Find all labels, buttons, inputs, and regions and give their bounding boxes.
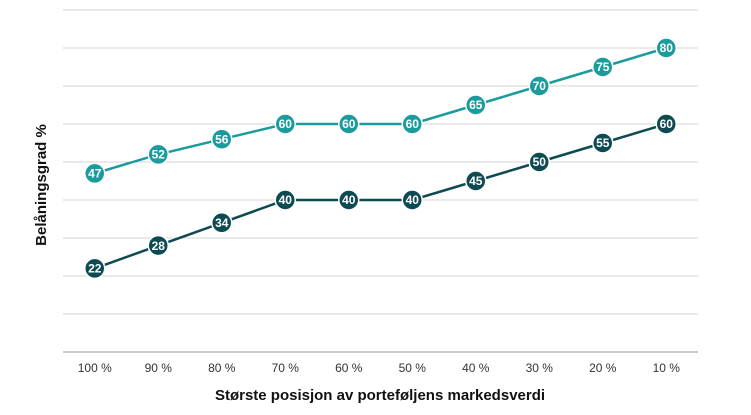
x-axis-title: Største posisjon av porteføljens markeds… bbox=[215, 387, 545, 404]
data-label: 60 bbox=[342, 117, 356, 131]
x-tick-label: 20 % bbox=[589, 361, 617, 375]
point bbox=[147, 234, 169, 257]
point bbox=[592, 132, 614, 154]
point bbox=[338, 189, 360, 211]
point bbox=[338, 113, 360, 135]
data-label: 60 bbox=[660, 117, 674, 131]
data-label: 28 bbox=[152, 239, 166, 253]
data-label: 34 bbox=[215, 216, 229, 230]
data-label: 47 bbox=[88, 167, 102, 181]
x-tick-label: 10 % bbox=[653, 361, 681, 375]
data-label: 55 bbox=[596, 136, 610, 150]
x-tick-label: 90 % bbox=[145, 361, 173, 375]
data-label: 52 bbox=[152, 148, 166, 162]
data-label: 40 bbox=[342, 193, 356, 207]
point bbox=[465, 94, 487, 116]
point bbox=[465, 170, 487, 192]
point bbox=[147, 143, 169, 166]
y-axis-title: Belåningsgrad % bbox=[33, 124, 50, 246]
data-label: 60 bbox=[279, 117, 293, 131]
x-tick-label: 80 % bbox=[208, 361, 236, 375]
x-tick-label: 70 % bbox=[272, 361, 300, 375]
data-label: 75 bbox=[596, 60, 610, 74]
data-label: 80 bbox=[660, 41, 674, 55]
data-label: 50 bbox=[533, 155, 547, 169]
point bbox=[84, 257, 106, 280]
point bbox=[274, 189, 296, 211]
point bbox=[401, 113, 423, 135]
x-tick-label: 60 % bbox=[335, 361, 363, 375]
point bbox=[655, 113, 677, 135]
data-label: 45 bbox=[469, 174, 483, 188]
point bbox=[528, 151, 550, 173]
point bbox=[211, 212, 233, 234]
series-line bbox=[94, 122, 667, 270]
x-tick-label: 40 % bbox=[462, 361, 490, 375]
point bbox=[528, 75, 550, 97]
point bbox=[401, 189, 423, 211]
series-line bbox=[94, 46, 667, 175]
point bbox=[84, 162, 106, 185]
point bbox=[274, 113, 296, 135]
data-label: 65 bbox=[469, 98, 483, 112]
x-tick-label: 30 % bbox=[526, 361, 554, 375]
x-tick-label: 100 % bbox=[78, 361, 112, 375]
point bbox=[592, 56, 614, 78]
point bbox=[655, 37, 677, 59]
x-tick-label: 50 % bbox=[399, 361, 427, 375]
data-label: 56 bbox=[215, 132, 229, 146]
point bbox=[211, 128, 233, 150]
data-label: 60 bbox=[406, 117, 420, 131]
data-label: 70 bbox=[533, 79, 547, 93]
data-label: 40 bbox=[406, 193, 420, 207]
data-label: 22 bbox=[88, 262, 102, 276]
data-label: 40 bbox=[279, 193, 293, 207]
